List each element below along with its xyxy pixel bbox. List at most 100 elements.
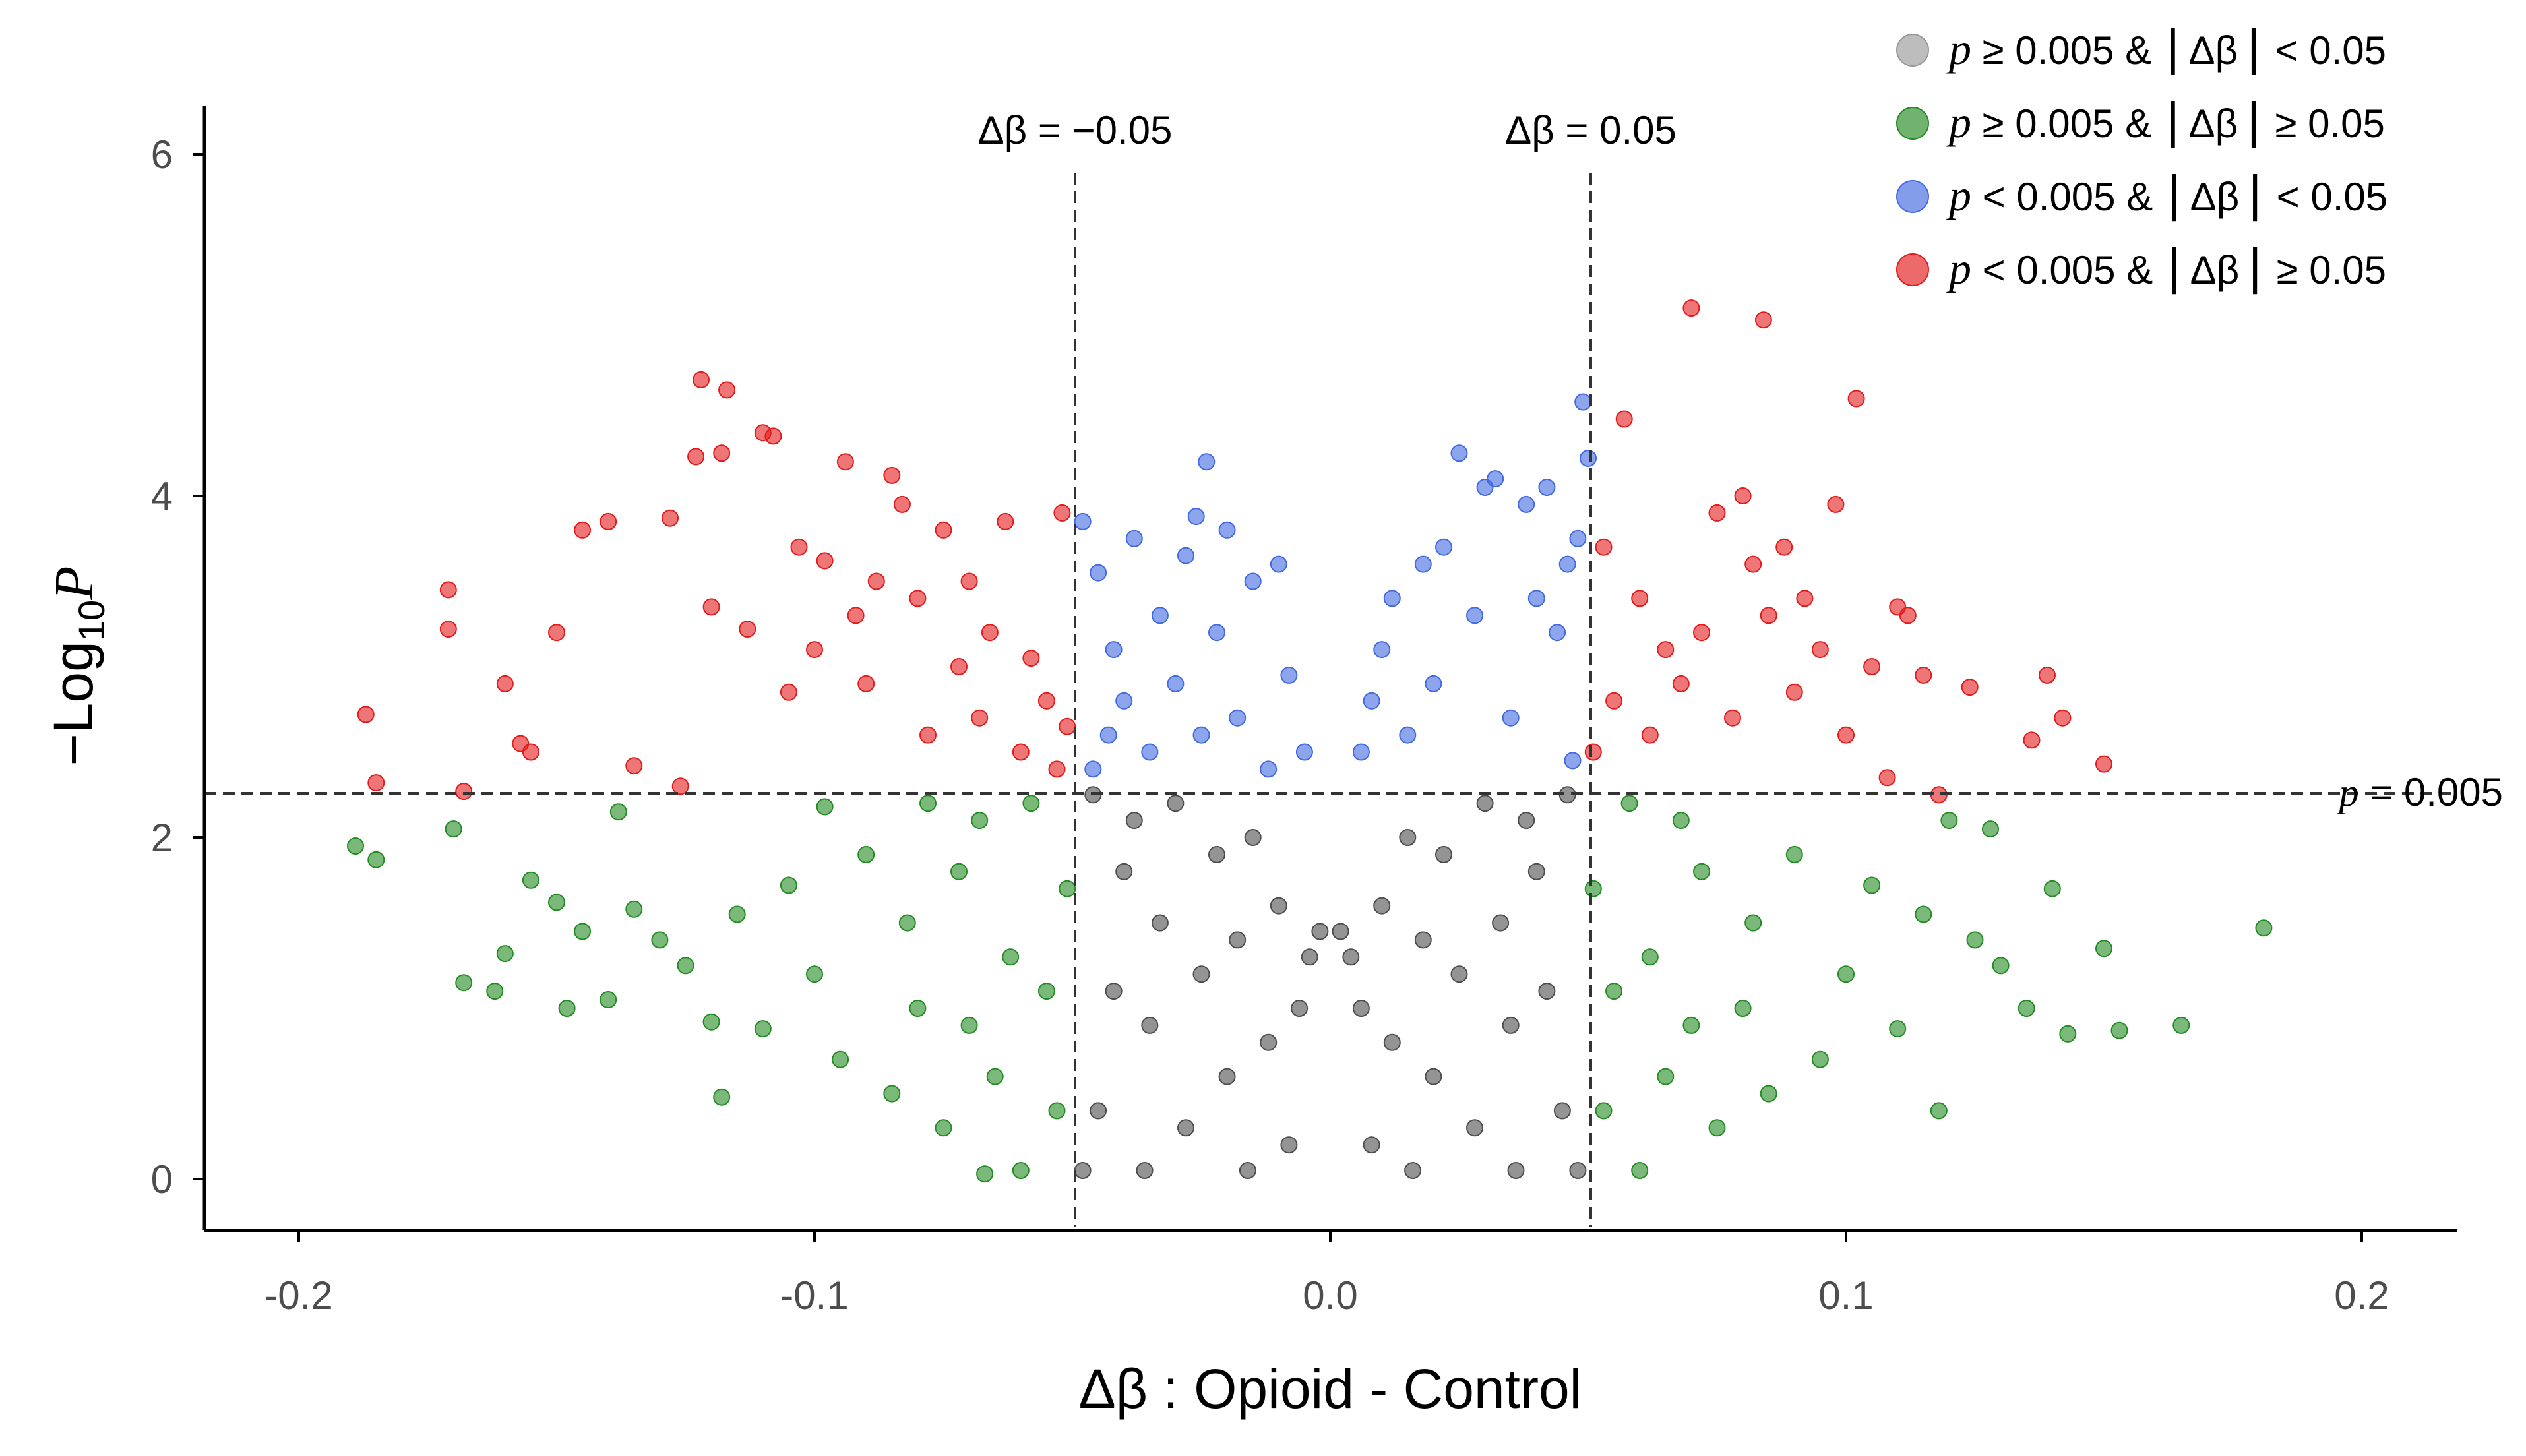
data-point: [1584, 880, 1602, 897]
data-point: [1682, 1016, 1700, 1034]
data-point: [1476, 795, 1494, 812]
data-point: [883, 466, 901, 484]
data-point: [1244, 572, 1262, 590]
data-point: [1641, 726, 1659, 744]
data-point: [1425, 1068, 1442, 1085]
data-point: [1151, 914, 1169, 932]
data-point: [1744, 555, 1762, 573]
data-point: [1450, 444, 1468, 462]
data-point: [960, 1016, 978, 1034]
data-point: [1682, 299, 1700, 317]
data-point: [1796, 590, 1814, 607]
data-point: [1037, 692, 1055, 710]
data-point: [1693, 624, 1710, 642]
legend: p ≥ 0.005 & | Δβ | < 0.05 p ≥ 0.005 & | Δβ | …: [1896, 19, 2387, 295]
data-point: [898, 914, 916, 932]
data-point: [496, 675, 514, 692]
data-point: [1167, 795, 1185, 812]
data-point: [1615, 410, 1633, 428]
data-point: [893, 495, 911, 513]
data-point: [1569, 1162, 1587, 1179]
data-point: [1518, 495, 1535, 513]
data-point: [1125, 812, 1143, 830]
data-point: [1383, 1033, 1401, 1051]
data-point: [764, 427, 782, 445]
data-point: [1125, 530, 1143, 547]
data-point: [754, 1020, 772, 1038]
data-point: [909, 1000, 927, 1017]
data-point: [1177, 1119, 1194, 1137]
data-point: [1620, 795, 1638, 812]
data-point: [2043, 880, 2061, 897]
data-point: [2095, 940, 2112, 957]
data-point: [1527, 590, 1545, 607]
data-point: [574, 521, 592, 539]
data-point: [2059, 1025, 2077, 1043]
data-point: [1966, 931, 1984, 949]
data-point: [1657, 641, 1675, 659]
data-point: [2095, 755, 2112, 773]
y-tick-label: 0: [151, 1157, 173, 1201]
y-axis-title: −Log10P: [42, 566, 112, 766]
data-point: [1363, 692, 1380, 710]
data-point: [1538, 479, 1556, 496]
x-tick-label: 0.2: [2334, 1273, 2389, 1318]
data-point: [1672, 812, 1690, 830]
data-point: [1775, 538, 1793, 556]
legend-item: p < 0.005 & | Δβ | < 0.05: [1896, 166, 2387, 222]
data-point: [687, 448, 705, 466]
x-tick-label: 0.0: [1303, 1273, 1357, 1318]
legend-item: p ≥ 0.005 & | Δβ | < 0.05: [1896, 19, 2386, 75]
data-point: [739, 621, 756, 638]
data-point: [558, 1000, 576, 1017]
data-point: [1466, 1119, 1483, 1137]
data-point: [919, 726, 937, 744]
data-point: [832, 1050, 849, 1068]
data-point: [728, 905, 746, 923]
data-point: [2023, 731, 2041, 749]
data-point: [806, 965, 823, 983]
data-point: [548, 894, 565, 911]
data-point: [2018, 1000, 2035, 1017]
y-ticks: 0 2 4 6: [151, 133, 204, 1201]
data-point: [1863, 658, 1881, 675]
data-point: [919, 795, 937, 812]
data-point: [1672, 675, 1690, 692]
data-point: [1048, 760, 1066, 778]
data-point: [1878, 769, 1896, 787]
data-point: [1492, 914, 1510, 932]
legend-item: p < 0.005 & | Δβ | ≥ 0.05: [1896, 239, 2386, 295]
data-point: [1724, 709, 1741, 727]
data-point: [1373, 897, 1391, 915]
data-point: [1352, 1000, 1370, 1017]
data-point: [1507, 1162, 1525, 1179]
data-point: [780, 876, 797, 894]
data-point: [1352, 743, 1370, 761]
data-point: [1631, 590, 1649, 607]
data-point: [1141, 1016, 1159, 1034]
data-point: [1012, 743, 1030, 761]
data-point: [1961, 679, 1979, 696]
data-point: [1837, 726, 1855, 744]
data-point: [1414, 931, 1432, 949]
data-point: [1605, 983, 1623, 1000]
data-point: [1270, 555, 1287, 573]
data-point: [2172, 1016, 2190, 1034]
legend-item: p ≥ 0.005 & | Δβ | ≥ 0.05: [1896, 92, 2385, 148]
data-point: [1538, 983, 1556, 1000]
data-point: [1260, 1033, 1278, 1051]
data-point: [1295, 743, 1313, 761]
data-point: [702, 598, 720, 616]
data-point: [883, 1085, 901, 1103]
data-point: [1518, 812, 1535, 830]
data-point: [1760, 607, 1777, 624]
data-point: [1342, 948, 1360, 966]
data-point: [1863, 876, 1881, 894]
data-point: [677, 957, 694, 975]
data-point: [1734, 487, 1752, 504]
data-point: [1301, 948, 1318, 966]
data-point: [1177, 547, 1194, 564]
data-point: [1229, 709, 1247, 727]
series-2: [1074, 393, 1597, 778]
data-point: [439, 621, 457, 638]
